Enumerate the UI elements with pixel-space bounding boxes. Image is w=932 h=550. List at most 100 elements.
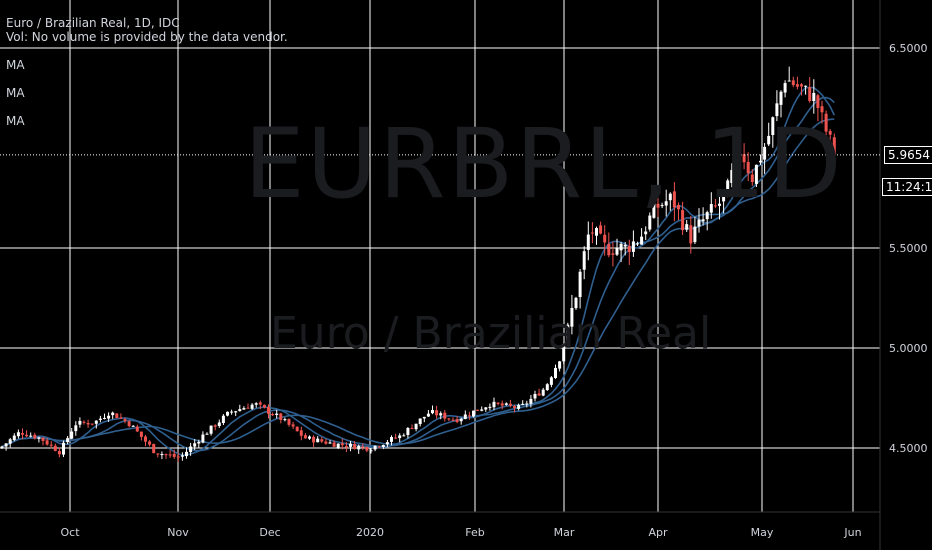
last-price-label: 5.9654 [884,146,932,164]
candle-body [627,245,631,252]
candle-body [730,170,734,184]
candle-body [697,219,701,227]
candle-body [418,418,422,425]
candle-body [221,415,225,424]
candle-body [90,423,94,425]
candle-body [525,403,529,405]
candle-body [86,422,90,425]
candle-body [804,85,808,87]
candle-body [545,384,549,391]
candle-body [139,431,143,437]
candle-body [250,404,254,409]
candle-body [623,244,627,247]
candle-body [791,80,795,86]
candle-body [135,426,139,432]
candle-body [455,419,459,423]
indicator-ma-1[interactable]: MA [6,58,25,72]
candle-body [271,414,275,416]
candle-body [566,324,570,344]
candle-body [570,308,574,327]
candle-body [66,438,70,443]
x-tick-label: Mar [554,526,575,539]
candle-body [16,432,20,437]
candle-body [783,83,787,93]
candle-body [480,409,484,411]
candle-body [25,434,29,437]
candle-body [713,205,717,207]
candle-body [193,443,197,447]
candle-body [29,435,33,437]
candle-body [422,416,426,419]
candle-body [37,437,41,439]
x-tick-label: 2020 [356,526,384,539]
candle-body [828,131,832,135]
candle-body [258,402,262,405]
candle-body [607,244,611,256]
candle-body [447,418,451,420]
candle-body [57,451,61,455]
candle-body [176,456,180,458]
candle-body [463,414,467,419]
candle-body [209,425,213,434]
candle-body [394,437,398,439]
candle-body [599,225,603,234]
candle-body [254,403,258,405]
candle-body [648,215,652,230]
candle-body [558,361,562,369]
candle-body [53,445,57,451]
candle-body [763,146,767,160]
indicator-ma-2[interactable]: MA [6,86,25,100]
candle-body [582,251,586,270]
ma-line-1 [1,86,836,456]
symbol-title[interactable]: Euro / Brazilian Real, 1D, IDC [6,16,180,30]
candle-body [529,398,533,404]
candle-body [234,411,238,413]
y-tick-label: 6.5000 [889,42,928,55]
candle-body [677,205,680,210]
x-tick-label: Nov [167,526,189,539]
candle-body [586,234,590,250]
candle-body [705,212,709,220]
candle-body [402,435,406,437]
candle-body [779,91,783,105]
x-tick-label: Dec [259,526,280,539]
candle-body [308,436,311,439]
candle-body [226,411,229,416]
candle-body [664,201,668,206]
candle-body [21,433,24,435]
candle-body [738,151,742,153]
candle-body [336,443,340,448]
candle-body [312,436,316,443]
candle-body [668,193,672,201]
candle-body [369,450,373,452]
candle-body [381,445,385,448]
ma-line-2 [1,96,835,452]
candle-body [320,439,324,442]
candle-body [754,164,758,184]
candle-body [467,415,471,417]
candle-body [107,415,111,419]
chart-grid [0,0,880,512]
candle-body [672,191,676,208]
candle-body [701,219,705,222]
candle-body [496,402,500,404]
candle-body [357,445,361,450]
candle-body [554,367,557,379]
candle-body [148,441,152,445]
candle-body [406,427,410,435]
candle-body [201,434,205,443]
candle-body [459,418,463,422]
candle-body [832,137,836,155]
candle-body [365,447,369,451]
candle-body [590,232,594,234]
candle-body [795,84,799,87]
candle-body [168,454,172,456]
indicator-ma-3[interactable]: MA [6,114,25,128]
candle-body [246,407,250,409]
candle-body [693,226,697,243]
candle-body [197,441,201,444]
candle-body [451,419,455,421]
candle-body [541,389,545,396]
